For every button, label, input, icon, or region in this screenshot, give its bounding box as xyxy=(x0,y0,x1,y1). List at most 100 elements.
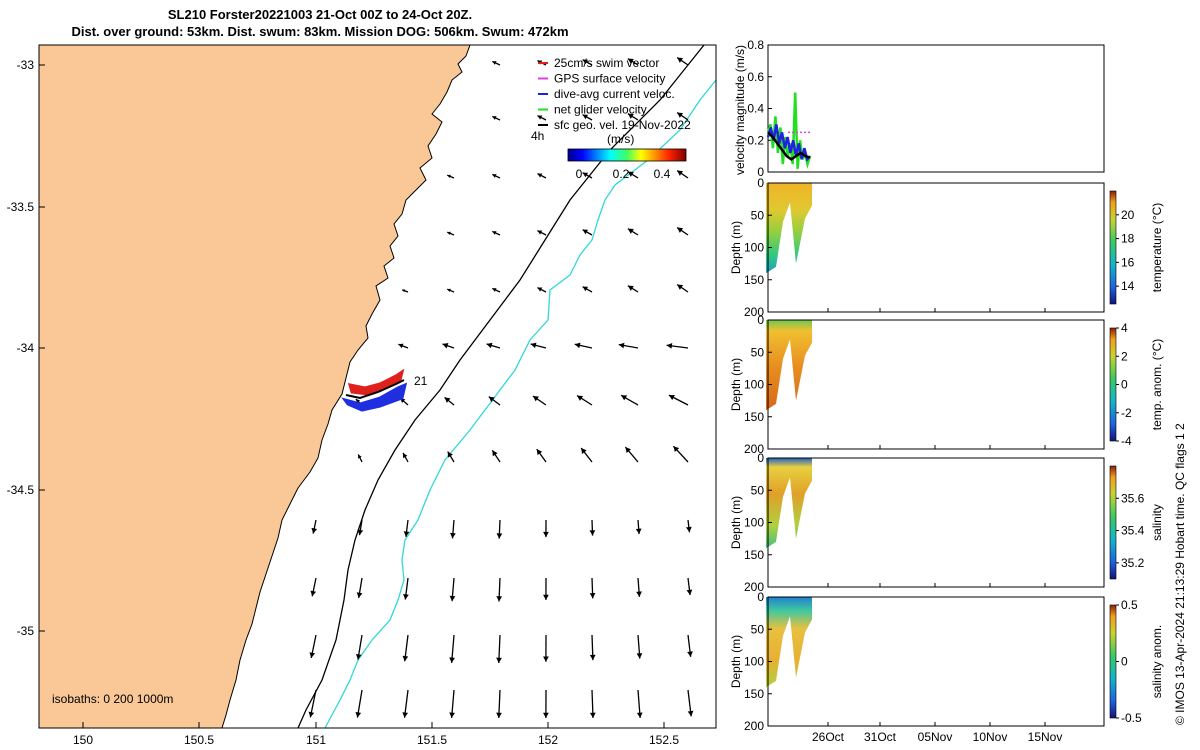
velocity-vector-head xyxy=(635,528,642,535)
section-panel: 0 50 100 150 200 Depth (m) 14 16 18 20 temperature… xyxy=(729,176,1164,319)
depth-axis-label: Depth (m) xyxy=(729,635,743,688)
velocity-vector-head xyxy=(402,655,409,662)
legend-4h-label: 4h xyxy=(531,129,544,143)
isobath-200m xyxy=(297,44,705,729)
map-legend: 25cm/s swim vector GPS surface velocitydi… xyxy=(538,56,691,132)
colorbar-tick-label: 4 xyxy=(1121,321,1128,335)
velocity-vector-head xyxy=(577,395,584,401)
time-tick-label: 10Nov xyxy=(973,730,1008,744)
section-data-fill xyxy=(766,320,812,411)
legend-label: GPS surface velocity xyxy=(554,72,665,86)
colorbar-label: salinity anom. xyxy=(1150,625,1164,698)
time-tick-label: 31Oct xyxy=(864,730,897,744)
velocity-vector-head xyxy=(687,710,694,717)
depth-tick-label: 50 xyxy=(751,483,765,497)
velocity-vector-head xyxy=(496,596,503,602)
depth-tick-label: 50 xyxy=(751,208,765,222)
velocity-vector-head xyxy=(589,530,596,536)
depth-tick-label: 150 xyxy=(744,410,764,424)
colorbar-tick-label: 16 xyxy=(1121,255,1135,269)
longitude-ticks: 150 150.5 151 151.5 152 152.5 xyxy=(73,722,679,747)
velocity-vector-head xyxy=(589,712,596,718)
velocity-vector-head xyxy=(677,57,684,63)
colorbar-tick-label: 0 xyxy=(1121,655,1128,669)
velocity-vector-head xyxy=(449,712,455,718)
legend-label: dive-avg current veloc. xyxy=(554,87,675,101)
colorbar-label: temp. anom. (°C) xyxy=(1150,339,1164,431)
depth-tick-label: 100 xyxy=(744,241,764,255)
colorbar-label: temperature (°C) xyxy=(1150,203,1164,293)
velocity-vector-head xyxy=(449,657,455,663)
section-colorbar xyxy=(1109,465,1117,580)
velocity-vector-head xyxy=(310,590,317,597)
depth-tick-label: 0 xyxy=(757,590,764,604)
velocity-vector-head xyxy=(492,174,497,178)
velocity-vector-head xyxy=(447,451,453,458)
velocity-vector-head xyxy=(636,591,642,597)
section-colorbar xyxy=(1109,327,1117,442)
velocity-vector-head xyxy=(677,170,684,176)
time-tick-label: 26Oct xyxy=(812,730,845,744)
velocity-vector-head xyxy=(537,173,543,178)
velocity-vector-head xyxy=(486,342,493,349)
velocity-vector-head xyxy=(537,230,543,235)
velocity-y-ticks: 0 0.2 0.4 0.6 0.8 xyxy=(747,38,772,179)
velocity-vector-head xyxy=(543,594,549,600)
land-area xyxy=(39,45,471,728)
depth-tick-label: 200 xyxy=(744,719,764,733)
velocity-vector-head xyxy=(355,711,362,718)
velocity-vector-head xyxy=(488,396,495,403)
velocity-vector-head xyxy=(447,174,451,179)
lat-tick-label: -33.5 xyxy=(7,200,35,214)
velocity-vector-head xyxy=(687,651,693,657)
velocity-vector-head xyxy=(492,61,497,65)
depth-tick-label: 100 xyxy=(744,378,764,392)
velocity-vector-head xyxy=(355,653,362,660)
velocity-vector-head xyxy=(536,449,543,456)
velocity-vector-head xyxy=(582,172,589,178)
lon-tick-label: 152 xyxy=(538,733,558,747)
velocity-vector-head xyxy=(537,287,543,292)
colorbar-tick-label: -4 xyxy=(1121,434,1132,448)
colorbar-tick-label: 0.4 xyxy=(654,167,671,181)
velocity-vector-head xyxy=(444,397,451,403)
velocity-vector-head xyxy=(625,447,631,453)
colorbar-tick-label: 0.2 xyxy=(613,167,630,181)
section-data-fill xyxy=(766,458,812,549)
colorbar-tick-label: 35.2 xyxy=(1121,556,1145,570)
section-data-fill xyxy=(766,183,812,274)
lon-tick-label: 151.5 xyxy=(417,733,447,747)
velocity-vector-head xyxy=(621,395,628,401)
section-panel: 0 50 100 150 200 Depth (m) 35.2 35.4 35.6 salinit… xyxy=(729,451,1164,594)
lat-tick-label: -34 xyxy=(17,341,35,355)
depth-tick-label: 0 xyxy=(757,451,764,465)
velocity-vector-head xyxy=(582,114,589,120)
depth-tick-label: 150 xyxy=(744,548,764,562)
depth-tick-label: 50 xyxy=(751,345,765,359)
latitude-ticks: -33 -33.5 -34 -34.5 -35 xyxy=(7,58,45,638)
chart-title: SL210 Forster20221003 21-Oct 00Z to 24-O… xyxy=(167,7,473,22)
isobath-legend-text: isobaths: 0 200 1000m xyxy=(52,692,173,706)
velocity-vector-head xyxy=(627,113,634,119)
velocity-vector-head xyxy=(309,652,316,658)
velocity-vector-head xyxy=(308,711,315,718)
velocity-y-tick-label: 0 xyxy=(757,165,764,179)
section-data-fill xyxy=(766,597,812,688)
colorbar-label: salinity xyxy=(1150,504,1164,541)
colorbar-tick-label: 0 xyxy=(576,167,583,181)
map-axes-frame xyxy=(38,44,717,729)
velocity-vector-head xyxy=(668,394,675,401)
velocity-vector-head xyxy=(403,594,409,600)
map-colorbar-ticks: 0 0.2 0.4 xyxy=(576,167,671,181)
geostrophic-velocity-vectors xyxy=(308,57,694,719)
velocity-y-tick-label: 0.8 xyxy=(747,38,764,52)
depth-axis-label: Depth (m) xyxy=(729,496,743,549)
colorbar-tick-label: -0.5 xyxy=(1121,711,1142,725)
velocity-vector-head xyxy=(582,59,589,65)
velocity-vector-head xyxy=(442,343,449,349)
colorbar-tick-label: 0 xyxy=(1121,378,1128,392)
velocity-vector-head xyxy=(492,450,498,457)
depth-axis-label: Depth (m) xyxy=(729,358,743,411)
colorbar-tick-label: 14 xyxy=(1121,279,1135,293)
